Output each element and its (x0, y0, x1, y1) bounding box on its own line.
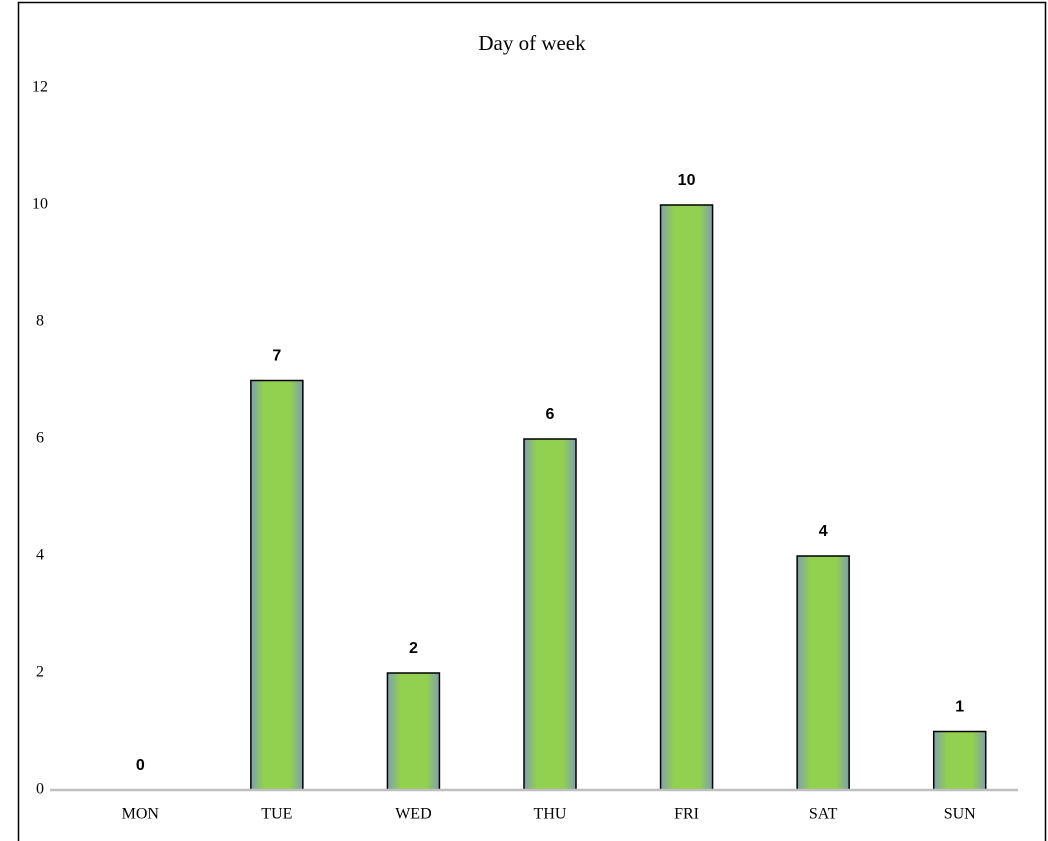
bar (932, 730, 987, 791)
data-label: 6 (546, 406, 555, 423)
bar (386, 672, 441, 791)
x-tick-label: SUN (944, 806, 976, 823)
y-tick-label: 12 (32, 79, 48, 96)
chart-title: Day of week (478, 31, 586, 55)
data-label: 1 (955, 699, 964, 716)
data-label: 0 (136, 757, 145, 774)
y-tick-label: 0 (36, 781, 44, 798)
y-tick-label: 8 (36, 313, 44, 330)
bar (523, 438, 577, 791)
x-tick-label: WED (395, 806, 431, 823)
x-tick-label: THU (534, 806, 567, 823)
data-label: 10 (678, 172, 696, 189)
data-label: 4 (819, 523, 828, 540)
y-tick-label: 6 (36, 430, 44, 447)
bar (250, 379, 304, 791)
y-tick-label: 10 (32, 196, 48, 213)
bar (659, 204, 714, 791)
x-tick-label: MON (122, 806, 160, 823)
y-tick-label: 4 (36, 547, 44, 564)
x-tick-label: SAT (809, 806, 838, 823)
bar (796, 555, 850, 791)
x-tick-label: FRI (674, 806, 699, 823)
chart-frame (17, 1, 1047, 841)
x-tick-label: TUE (261, 806, 292, 823)
y-tick-label: 2 (36, 664, 44, 681)
data-label: 2 (409, 640, 418, 657)
data-label: 7 (272, 348, 281, 365)
